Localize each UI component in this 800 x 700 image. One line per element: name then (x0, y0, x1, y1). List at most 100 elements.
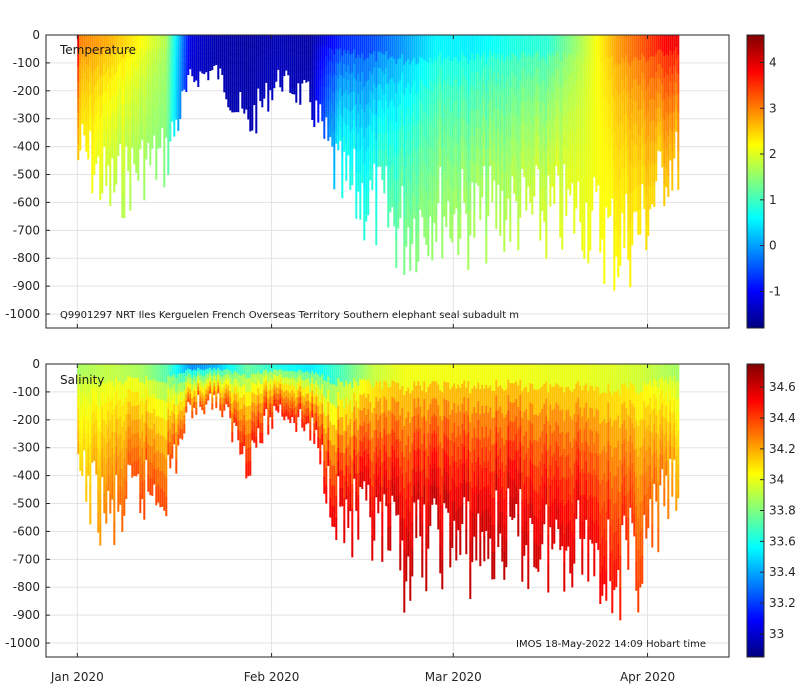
profile-cell (647, 425, 650, 447)
profile-cell (499, 160, 502, 186)
profile-cell (421, 364, 424, 392)
profile-cell (485, 426, 488, 448)
profile-cell (257, 372, 260, 381)
profile-cell (119, 89, 122, 104)
profile-cell (443, 148, 446, 172)
profile-cell (343, 35, 346, 50)
profile-cell (281, 42, 284, 50)
profile-cell (357, 385, 360, 409)
profile-cell (391, 446, 394, 463)
profile-cell (231, 402, 234, 414)
profile-cell (453, 191, 456, 215)
profile-cell (127, 451, 130, 465)
profile-cell (519, 441, 522, 458)
profile-cell (279, 60, 282, 68)
profile-cell (399, 518, 402, 545)
profile-cell (81, 35, 84, 47)
profile-cell (87, 419, 90, 434)
profile-cell (417, 63, 420, 93)
profile-cell (537, 51, 540, 69)
profile-cell (597, 72, 600, 92)
profile-cell (251, 402, 254, 412)
profile-cell (169, 454, 172, 469)
profile-cell (249, 364, 252, 379)
profile-cell (639, 84, 642, 111)
profile-cell (601, 392, 604, 423)
profile-cell (527, 110, 530, 131)
profile-cell (283, 364, 286, 372)
profile-cell (217, 51, 220, 58)
profile-cell (331, 445, 334, 466)
profile-cell (651, 501, 654, 525)
profile-cell (425, 505, 428, 535)
profile-cell (621, 168, 624, 191)
profile-cell (119, 62, 122, 77)
profile-cell (357, 364, 360, 387)
profile-cell (409, 152, 412, 183)
profile-cell (377, 475, 380, 495)
profile-cell (311, 377, 314, 385)
profile-cell (675, 47, 678, 60)
profile-cell (413, 126, 416, 150)
profile-cell (299, 95, 302, 105)
profile-cell (185, 400, 188, 407)
profile-cell (513, 440, 516, 461)
profile-cell (531, 383, 534, 405)
profile-cell (195, 382, 198, 390)
profile-cell (241, 408, 244, 421)
profile-cell (457, 172, 460, 201)
profile-cell (353, 449, 356, 465)
profile-cell (475, 90, 478, 110)
profile-cell (245, 364, 248, 379)
profile-cell (329, 459, 332, 480)
profile-cell (361, 379, 364, 396)
profile-cell (411, 443, 414, 471)
profile-cell (179, 410, 182, 420)
profile-cell (567, 92, 570, 113)
profile-cell (675, 418, 678, 438)
profile-cell (645, 142, 648, 170)
profile-cell (447, 159, 450, 181)
profile-cell (497, 90, 500, 110)
profile-cell (285, 48, 288, 53)
profile-cell (179, 382, 182, 393)
profile-cell (591, 100, 594, 124)
profile-cell (357, 171, 360, 192)
profile-cell (647, 110, 650, 136)
profile-cell (237, 420, 240, 431)
profile-cell (599, 224, 602, 253)
profile-cell (607, 460, 610, 481)
profile-cell (131, 364, 134, 379)
profile-cell (97, 95, 100, 112)
profile-cell (145, 50, 148, 67)
profile-cell (513, 133, 516, 155)
profile-cell (97, 406, 100, 428)
profile-cell (351, 364, 354, 389)
profile-cell (357, 429, 360, 453)
profile-cell (523, 507, 526, 532)
profile-cell (197, 54, 200, 62)
profile-cell (569, 390, 572, 417)
profile-cell (209, 385, 212, 390)
profile-cell (117, 80, 120, 96)
profile-cell (341, 399, 344, 418)
profile-cell (497, 72, 500, 92)
profile-cell (543, 35, 546, 59)
profile-cell (99, 454, 102, 478)
profile-cell (213, 46, 216, 51)
profile-cell (615, 62, 618, 91)
profile-cell (491, 160, 494, 182)
profile-cell (499, 469, 502, 492)
profile-cell (103, 457, 106, 477)
profile-cell (537, 151, 540, 170)
profile-cell (421, 523, 424, 551)
profile-cell (651, 409, 654, 434)
profile-cell (375, 463, 378, 481)
profile-cell (123, 149, 126, 173)
profile-cell (655, 466, 658, 485)
profile-cell (371, 486, 374, 512)
profile-cell (191, 404, 194, 412)
profile-cell (651, 119, 654, 141)
profile-cell (417, 176, 420, 206)
profile-cell (179, 373, 182, 383)
